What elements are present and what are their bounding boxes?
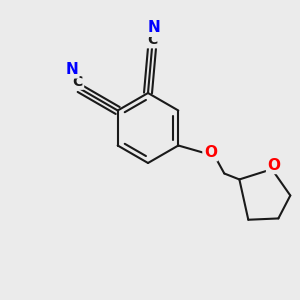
Text: O: O xyxy=(267,158,280,173)
Text: C: C xyxy=(147,33,157,47)
Text: N: N xyxy=(65,62,78,77)
Text: C: C xyxy=(73,74,83,88)
Text: N: N xyxy=(148,20,160,35)
Text: O: O xyxy=(204,145,217,160)
